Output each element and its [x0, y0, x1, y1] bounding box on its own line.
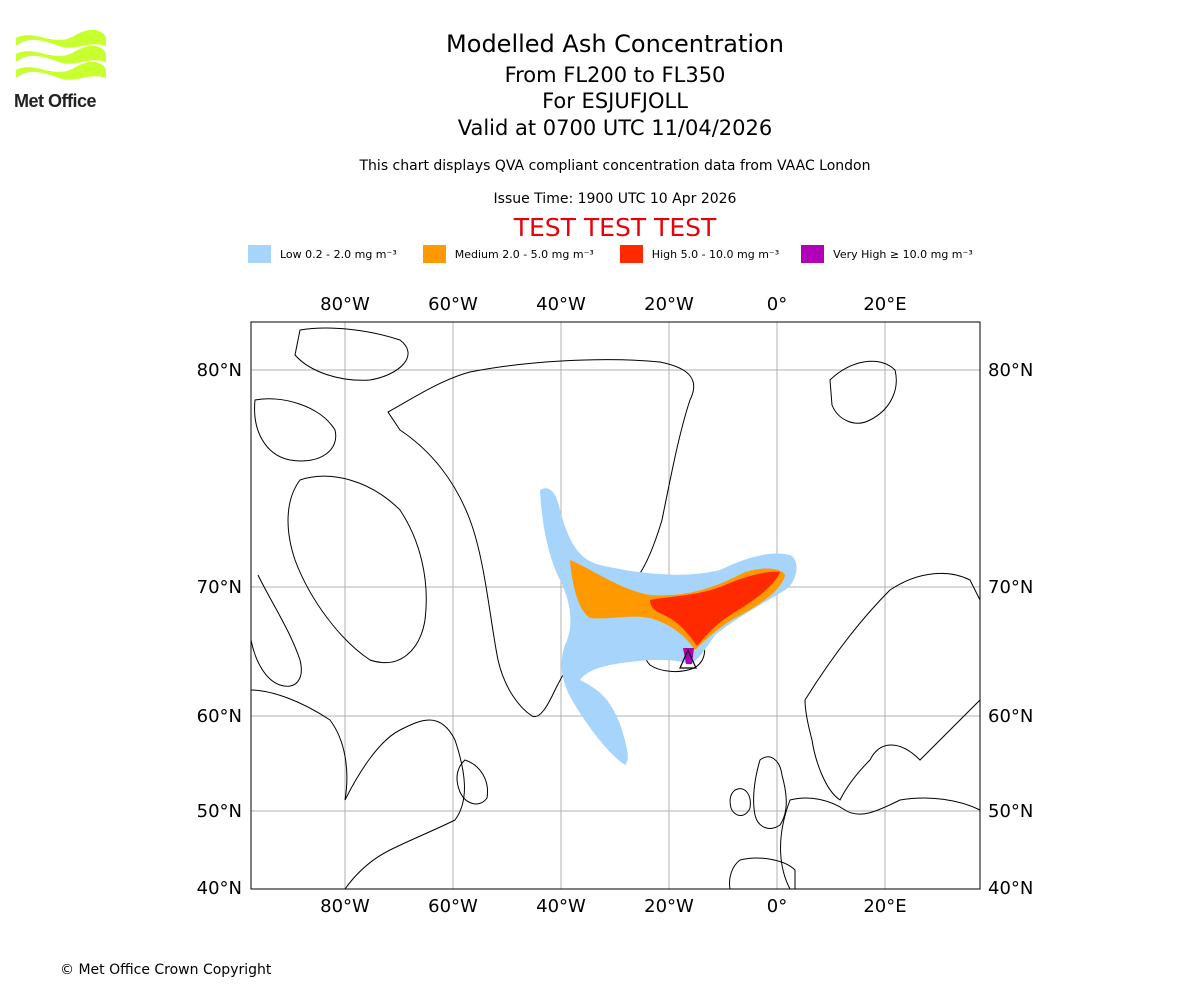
ellesmere-coast	[294, 327, 409, 381]
lon-tick-bottom: 40°W	[536, 896, 586, 917]
lon-tick-bottom: 80°W	[320, 896, 370, 917]
lat-tick-left: 80°N	[197, 360, 242, 381]
legend-item-very-high: Very High ≥ 10.0 mg m⁻³	[801, 245, 973, 263]
legend-item-high: High 5.0 - 10.0 mg m⁻³	[619, 245, 780, 263]
lon-tick-top: 20°W	[644, 294, 694, 315]
lat-tick-left: 60°N	[197, 706, 242, 727]
ash-very-high-core	[683, 648, 694, 664]
chart-title: Modelled Ash Concentration	[446, 30, 784, 58]
lon-tick-top: 80°W	[320, 294, 370, 315]
legend-label-very-high: Very High ≥ 10.0 mg m⁻³	[833, 247, 973, 261]
volcano-name: For ESJUFJOLL	[542, 89, 688, 113]
flight-level-range: From FL200 to FL350	[504, 63, 726, 87]
legend-swatch-very-high	[801, 245, 825, 263]
lon-tick-bottom: 20°E	[863, 896, 906, 917]
lon-tick-bottom: 20°W	[644, 896, 694, 917]
copyright-notice: © Met Office Crown Copyright	[60, 962, 272, 978]
europe-coast	[780, 797, 981, 890]
lat-tick-left: 40°N	[197, 878, 242, 899]
iberia-coast	[729, 857, 796, 890]
lon-tick-labels: 80°W 60°W 40°W 20°W 0° 20°E 80°W 60°W 40…	[320, 294, 906, 917]
lon-tick-bottom: 0°	[767, 896, 787, 917]
valid-time: Valid at 0700 UTC 11/04/2026	[457, 116, 773, 140]
baffin-coast	[287, 475, 427, 664]
legend-label-high: High 5.0 - 10.0 mg m⁻³	[651, 247, 780, 261]
north-america-coast	[250, 689, 465, 890]
ash-cloud	[540, 488, 797, 765]
legend-item-medium: Medium 2.0 - 5.0 mg m⁻³	[422, 245, 594, 263]
lat-tick-right: 80°N	[988, 360, 1033, 381]
lat-tick-left: 70°N	[197, 577, 242, 598]
volcano-marker	[679, 648, 697, 669]
qva-compliance-note: This chart displays QVA compliant concen…	[359, 158, 871, 174]
legend-swatch-high	[619, 245, 643, 263]
test-banner: TEST TEST TEST	[513, 213, 717, 242]
ash-low-plume	[540, 488, 797, 765]
lon-tick-top: 20°E	[863, 294, 906, 315]
scandinavia-coast	[804, 572, 981, 801]
legend: Low 0.2 - 2.0 mg m⁻³ Medium 2.0 - 5.0 mg…	[248, 243, 973, 265]
lat-tick-right: 60°N	[988, 706, 1033, 727]
lon-tick-top: 40°W	[536, 294, 586, 315]
svalbard-coast	[829, 360, 897, 424]
legend-item-low: Low 0.2 - 2.0 mg m⁻³	[248, 245, 397, 263]
newfoundland-coast	[456, 759, 489, 805]
lon-tick-bottom: 60°W	[428, 896, 478, 917]
legend-label-medium: Medium 2.0 - 5.0 mg m⁻³	[454, 247, 594, 261]
legend-swatch-medium	[422, 245, 446, 263]
issue-time: Issue Time: 1900 UTC 10 Apr 2026	[493, 191, 737, 207]
hudson-bay-coast	[250, 574, 302, 687]
lat-tick-right: 70°N	[988, 577, 1033, 598]
map-frame	[250, 321, 981, 890]
ireland-coast	[729, 788, 751, 816]
lat-tick-left: 50°N	[197, 801, 242, 822]
legend-label-low: Low 0.2 - 2.0 mg m⁻³	[280, 247, 397, 261]
lon-tick-top: 0°	[767, 294, 787, 315]
lat-tick-right: 50°N	[988, 801, 1033, 822]
lon-tick-top: 60°W	[428, 294, 478, 315]
great-britain-coast	[753, 756, 787, 829]
logo-text: Met Office	[14, 91, 97, 111]
lat-tick-labels: 80°N 70°N 60°N 50°N 40°N 80°N 70°N 60°N …	[197, 360, 1034, 899]
met-office-logo	[16, 30, 106, 80]
lat-tick-right: 40°N	[988, 878, 1033, 899]
legend-swatch-low	[248, 245, 271, 263]
arctic-island-coast	[254, 398, 337, 462]
ash-high-plume	[650, 571, 780, 646]
